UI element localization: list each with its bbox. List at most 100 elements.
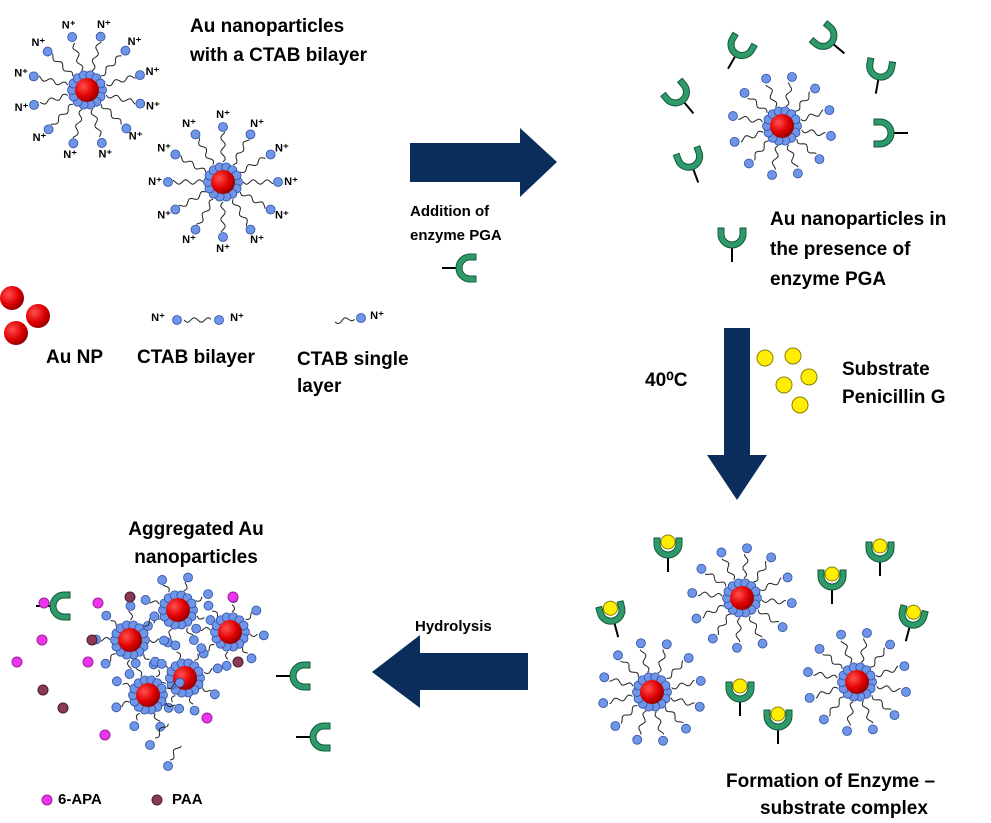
head-group <box>694 701 705 712</box>
chain <box>50 103 74 125</box>
head-group <box>68 138 79 149</box>
chain <box>200 627 211 632</box>
chain <box>225 651 229 660</box>
head-group <box>862 628 872 638</box>
head-group <box>28 71 39 82</box>
head-group <box>205 615 216 625</box>
n-plus: N⁺ <box>182 118 196 130</box>
paa <box>232 656 244 668</box>
head-group <box>716 547 727 558</box>
chain <box>195 596 203 602</box>
n-plus: N⁺ <box>31 37 45 49</box>
head-group <box>792 168 803 179</box>
enzyme-body <box>653 537 683 559</box>
n-plus: N⁺ <box>146 66 160 78</box>
six-apa <box>38 597 50 609</box>
au-particle <box>118 628 142 652</box>
head-group <box>212 663 223 674</box>
chain <box>188 696 194 705</box>
paa <box>37 684 49 696</box>
chain <box>154 723 169 739</box>
enzyme-body <box>595 600 626 625</box>
chain <box>796 139 817 154</box>
head-group <box>743 158 754 169</box>
enzyme-body <box>717 227 747 249</box>
head-group <box>149 611 160 622</box>
head-group <box>842 726 852 736</box>
head-group <box>610 721 621 731</box>
head-group <box>42 46 53 57</box>
chain <box>785 82 793 107</box>
chain <box>100 55 122 77</box>
head-group <box>183 572 193 583</box>
head-group <box>867 724 878 735</box>
chain <box>697 591 723 598</box>
enzyme <box>866 57 897 94</box>
enzyme <box>865 538 895 576</box>
head-group <box>707 633 718 644</box>
chain <box>231 604 235 613</box>
head-group <box>170 149 181 160</box>
chain <box>231 199 248 227</box>
chain <box>220 201 226 233</box>
head-group <box>632 734 643 745</box>
chain <box>162 584 170 593</box>
head-group <box>613 650 623 661</box>
chain <box>702 604 724 619</box>
head-group <box>190 129 201 140</box>
enzyme <box>727 31 758 70</box>
chain <box>753 560 767 583</box>
chain <box>639 649 650 673</box>
head-group <box>191 623 202 634</box>
head-group <box>761 73 772 84</box>
chain <box>128 610 134 621</box>
head-group <box>818 714 829 725</box>
head-group <box>804 692 815 703</box>
chain <box>106 75 136 87</box>
six-apa <box>99 729 111 741</box>
paa <box>86 634 98 646</box>
au-particle <box>770 114 794 138</box>
chain <box>760 577 782 592</box>
au-particle <box>75 78 99 102</box>
chain <box>795 91 810 112</box>
chain <box>875 665 899 678</box>
n-plus: N⁺ <box>275 209 289 221</box>
n-plus: N⁺ <box>370 310 384 322</box>
enzyme-stick <box>727 54 737 70</box>
step-label: Penicillin G <box>842 387 945 408</box>
six-apa <box>11 656 23 668</box>
chain <box>761 598 787 605</box>
chain <box>657 649 666 674</box>
au-particle <box>211 170 235 194</box>
chain <box>91 41 102 72</box>
head-group <box>687 588 698 598</box>
head-group <box>814 643 825 654</box>
head-group <box>129 721 140 732</box>
chain <box>717 613 731 636</box>
head-group <box>67 32 78 42</box>
head-group <box>696 563 707 574</box>
chain <box>180 155 207 173</box>
enzyme <box>725 678 755 716</box>
head-group <box>174 703 185 714</box>
head-group <box>742 543 752 554</box>
head-group <box>246 653 257 664</box>
chain <box>153 713 161 722</box>
enzyme <box>672 145 704 183</box>
legend-label: CTAB single <box>297 349 409 370</box>
n-plus: N⁺ <box>157 209 171 221</box>
panel-label: Formation of Enzyme – <box>726 771 935 792</box>
enzyme-stick <box>904 625 911 642</box>
chain <box>822 654 843 669</box>
chain <box>671 679 695 690</box>
au-particle <box>166 598 190 622</box>
head-group <box>889 710 900 721</box>
enzyme-body <box>817 569 847 591</box>
chain <box>178 190 206 207</box>
chain <box>876 685 901 693</box>
enzyme <box>808 20 846 55</box>
n-plus: N⁺ <box>157 142 171 154</box>
n-plus: N⁺ <box>216 243 230 255</box>
head-group <box>766 552 777 563</box>
